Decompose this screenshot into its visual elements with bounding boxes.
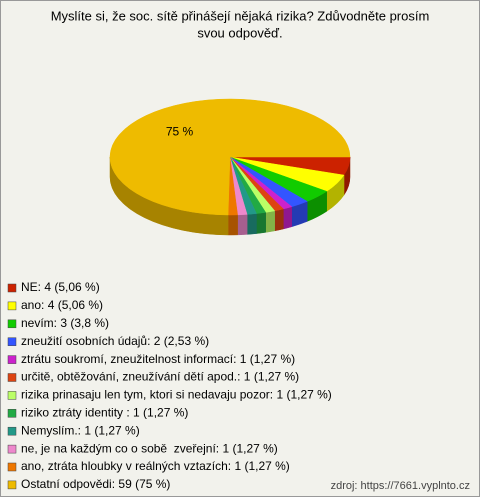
legend-label: nevím: 3 (3,8 %) [21, 316, 109, 330]
slice-side [265, 210, 275, 233]
slice-side [274, 208, 284, 232]
slice-label: 75 % [166, 124, 194, 138]
legend-label: Ostatní odpovědi: 59 (75 %) [21, 477, 170, 491]
legend-swatch [7, 391, 17, 400]
legend-label: určitě, obtěžování, zneužívání dětí apod… [21, 370, 299, 384]
slice-side [256, 212, 266, 234]
legend-swatch [7, 355, 17, 364]
source: zdroj: https://7661.vyplnto.cz [331, 480, 470, 492]
chart-title: svou odpověď. [197, 25, 282, 40]
legend-swatch [7, 444, 17, 454]
slice-side [237, 214, 248, 236]
legend-label: ne, je na každým co o sobě zveřejní: 1 (… [21, 441, 278, 455]
slice-side [283, 206, 293, 230]
legend-swatch [7, 409, 17, 418]
legend-swatch [7, 301, 17, 311]
slice [109, 98, 351, 216]
legend-label: NE: 4 (5,06 %) [21, 280, 100, 294]
legend-label: rizika prinasaju len tym, ktori si nedav… [21, 388, 332, 402]
legend-label: zneužití osobních údajů: 2 (2,53 %) [21, 334, 209, 348]
legend-swatch [7, 480, 17, 490]
legend-label: Nemyslím.: 1 (1,27 %) [21, 423, 140, 437]
legend-swatch [7, 426, 17, 436]
slice-side [227, 214, 238, 236]
legend-label: ano: 4 (5,06 %) [21, 298, 103, 312]
chart-title: Myslíte si, že soc. sítě přinášejí nějak… [51, 8, 430, 23]
legend-label: ztrátu soukromí, zneužitelnost informací… [21, 352, 295, 366]
legend-swatch [7, 337, 17, 346]
legend-label: riziko ztráty identity : 1 (1,27 %) [21, 405, 188, 419]
legend-swatch [7, 462, 17, 472]
legend-swatch [7, 283, 17, 293]
legend-swatch [7, 373, 17, 382]
legend-label: ano, ztráta hloubky v reálných vztazích:… [21, 459, 290, 473]
legend-swatch [7, 319, 17, 329]
slice-side [246, 213, 257, 235]
